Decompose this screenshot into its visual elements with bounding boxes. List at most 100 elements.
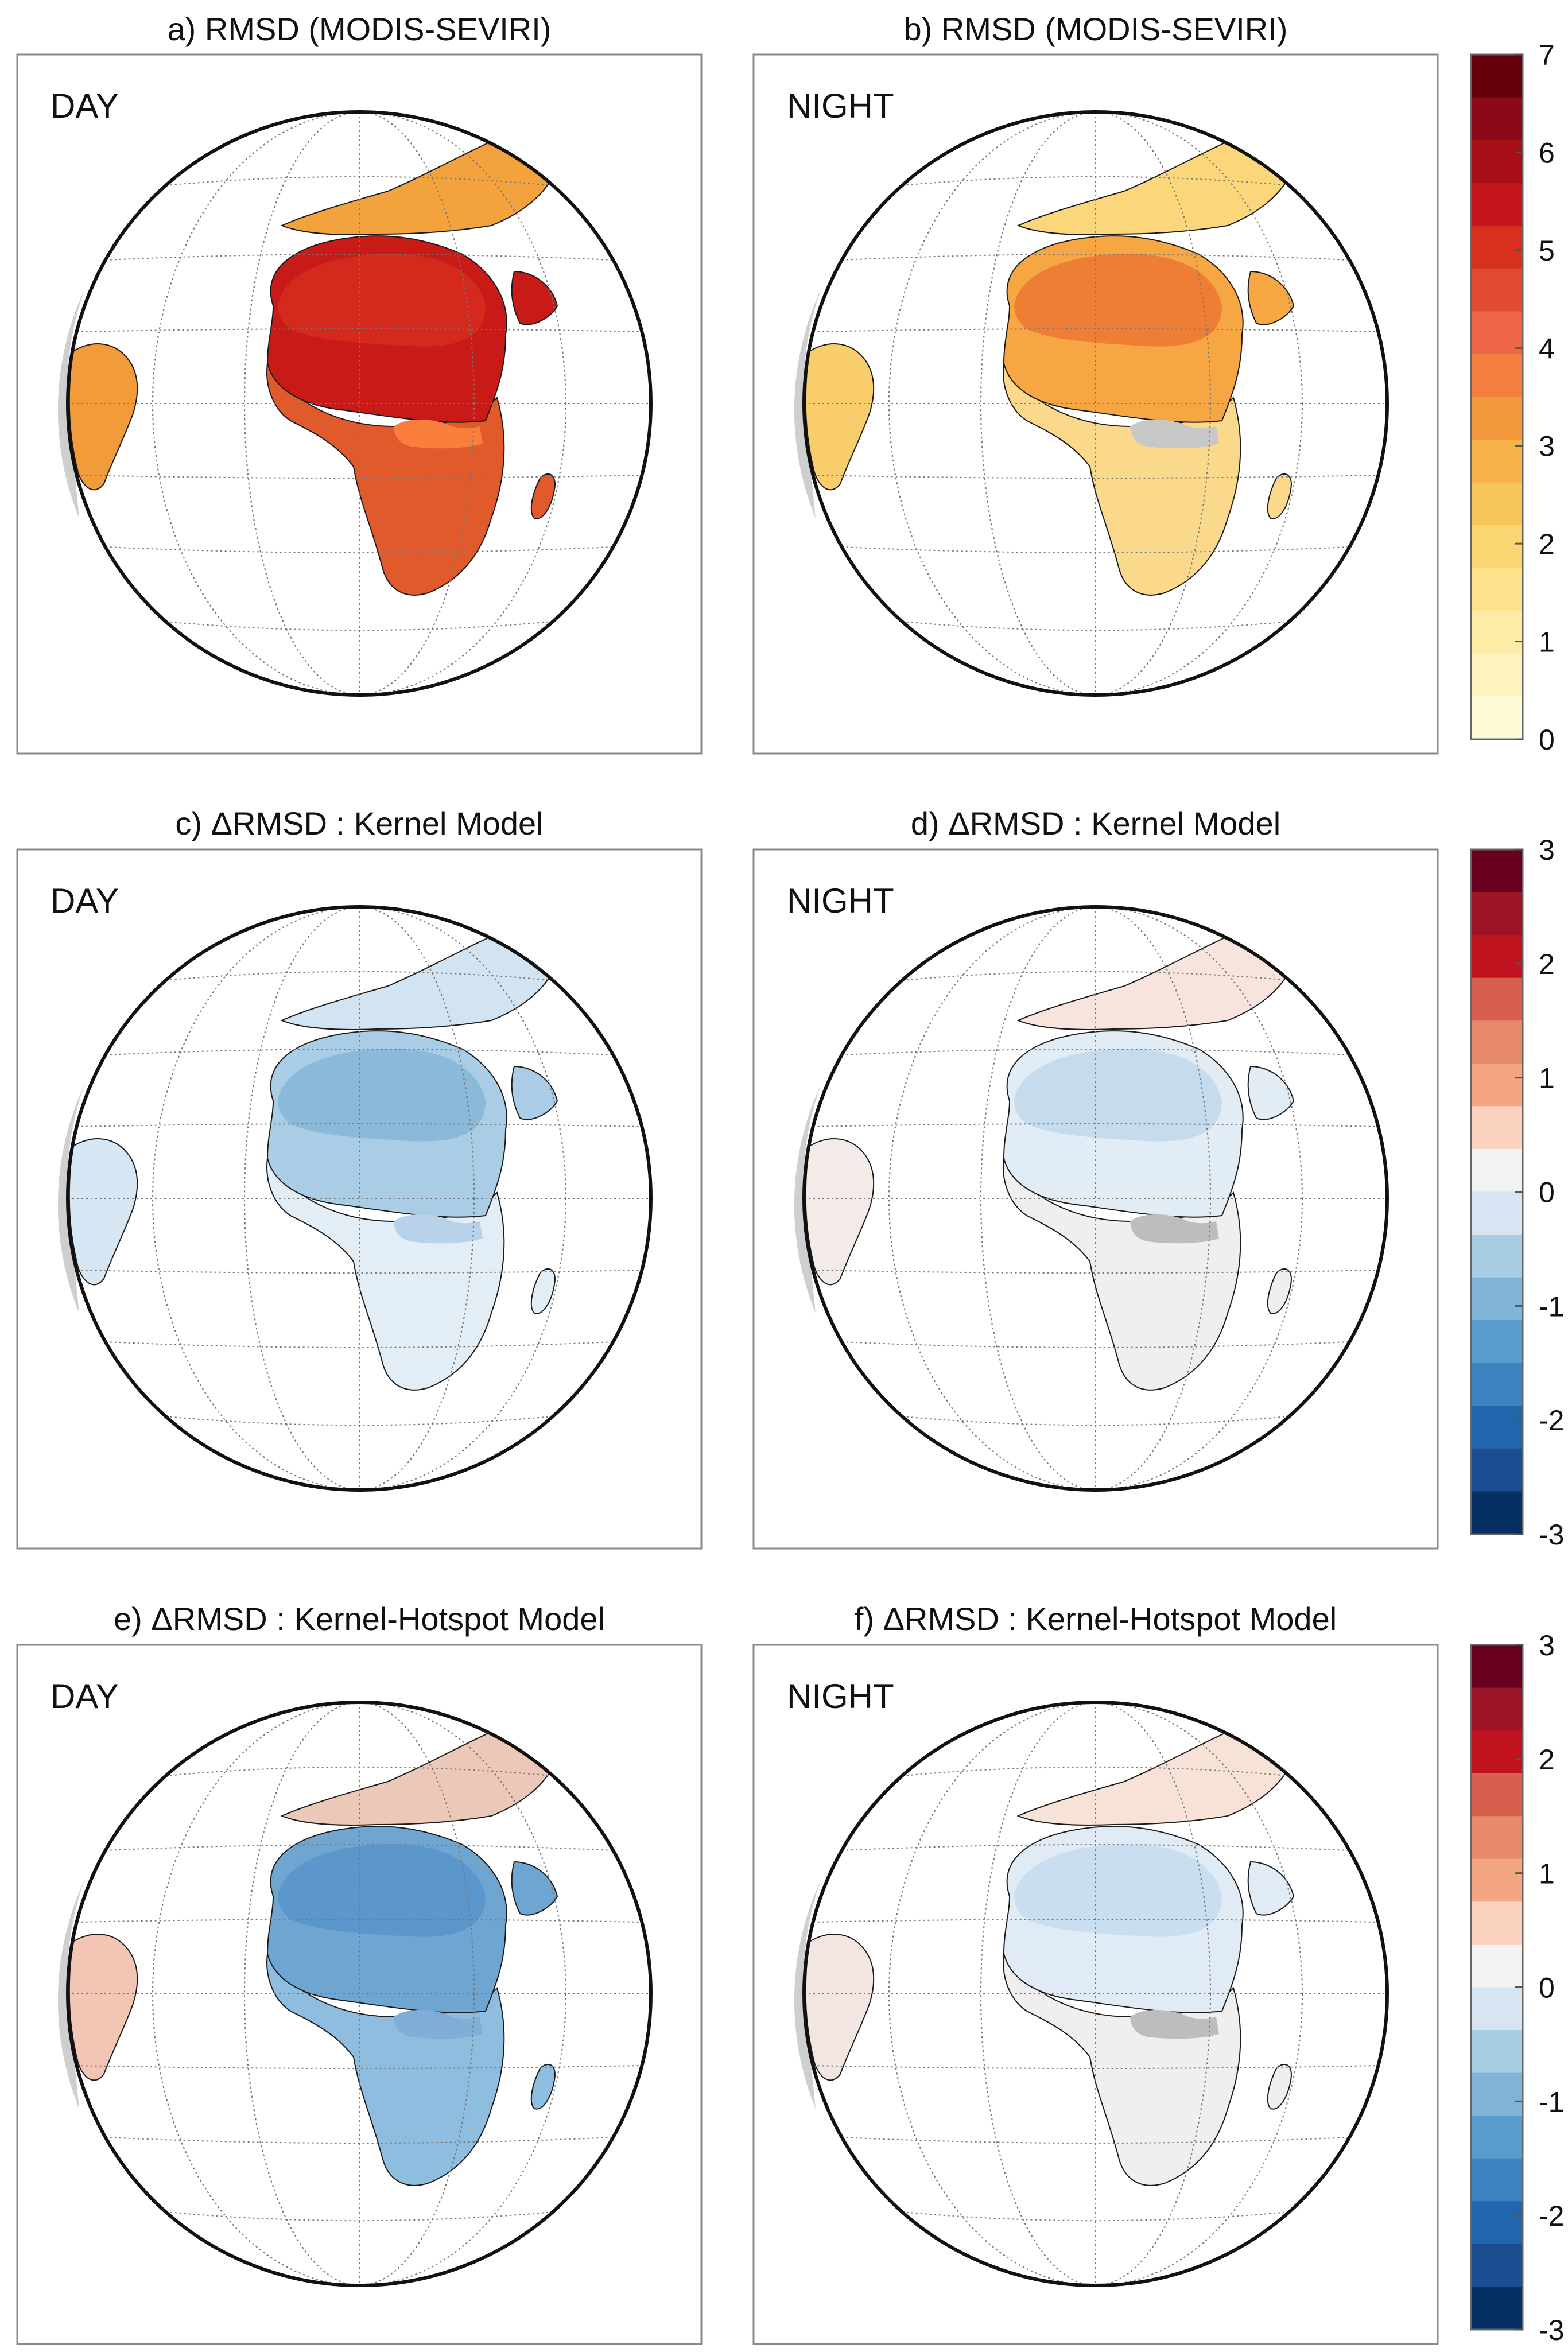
panel-title: e) ΔRMSD : Kernel-Hotspot Model <box>114 1601 605 1637</box>
meridian <box>152 1702 566 2285</box>
panel-label: DAY <box>51 1677 119 1716</box>
meridian <box>244 1702 475 2285</box>
meridian <box>980 1702 1211 2285</box>
land-layer <box>68 133 558 596</box>
land-madagascar <box>1267 1268 1292 1314</box>
land-america <box>805 343 875 491</box>
parallel <box>165 1766 553 1776</box>
colorbar-tick-label: 0 <box>1539 1972 1555 2004</box>
colorbar-tick-label: -1 <box>1539 1290 1564 1322</box>
parallel <box>165 621 553 631</box>
globe-outline <box>66 905 653 1492</box>
graticule <box>804 112 1387 695</box>
colorbar-segment <box>1471 140 1523 184</box>
panel-title: f) ΔRMSD : Kernel-Hotspot Model <box>855 1601 1337 1637</box>
parallel <box>902 176 1290 186</box>
land-america <box>68 343 138 491</box>
colorbar-tick-label: -2 <box>1539 1404 1564 1437</box>
colorbar-segment <box>1471 2072 1523 2116</box>
globe-map-e <box>57 1701 653 2287</box>
colorbar-segment <box>1471 1020 1523 1064</box>
land-arabia <box>1247 1065 1295 1120</box>
land-gap <box>1130 1214 1219 1244</box>
colorbar-segment <box>1471 849 1523 893</box>
land-arabia <box>1247 270 1295 325</box>
colorbar-segment <box>1471 1406 1523 1449</box>
parallel <box>76 328 642 332</box>
land-madagascar <box>1267 2063 1292 2110</box>
colorbar-segment <box>1471 1191 1523 1235</box>
colorbar-segment <box>1471 935 1523 979</box>
parallel <box>105 1844 614 1851</box>
land-sahara <box>278 1049 486 1142</box>
colorbar-tick-label: 1 <box>1539 626 1555 658</box>
colorbar-tick-label: -2 <box>1539 2200 1564 2232</box>
colorbar-segment <box>1471 568 1523 611</box>
meridian <box>888 112 1303 695</box>
land-sahara <box>278 1844 486 1937</box>
limb-shade-left <box>57 1879 85 2109</box>
colorbar-frame <box>1470 53 1524 740</box>
colorbar-segment <box>1471 525 1523 569</box>
parallel <box>76 1270 642 1274</box>
globe-map-d <box>794 905 1389 1492</box>
meridian <box>980 907 1211 1490</box>
parallel <box>841 254 1350 261</box>
colorbar-segment <box>1471 1148 1523 1193</box>
parallel <box>165 176 553 186</box>
colorbar-segment <box>1471 1063 1523 1107</box>
land-arabia <box>1247 1861 1295 1916</box>
colorbar-tick-label: 1 <box>1539 1858 1555 1890</box>
colorbar-delta: 3 2 1 0 -1 -2 -3 <box>1470 1629 1564 2346</box>
colorbar-tick-label: 7 <box>1539 39 1555 71</box>
colorbar-tick-label: 6 <box>1539 137 1555 169</box>
parallel <box>902 621 1290 631</box>
colorbar-segment <box>1471 55 1523 98</box>
colorbar-segment <box>1471 354 1523 398</box>
colorbar-segment <box>1471 2116 1523 2159</box>
meridian <box>244 112 475 695</box>
land-arabia <box>511 1861 558 1916</box>
colorbar-segment <box>1471 2158 1523 2202</box>
colorbar-segment <box>1471 892 1523 936</box>
graticule <box>804 907 1387 1490</box>
colorbar-segment <box>1471 183 1523 226</box>
meridian <box>152 907 566 1490</box>
parallel <box>105 254 614 261</box>
land-gap <box>1130 2010 1219 2039</box>
parallel <box>105 1049 614 1055</box>
parallel <box>813 475 1379 479</box>
colorbar-tick-label: 0 <box>1539 1177 1555 1209</box>
parallel <box>76 1919 642 1923</box>
parallel <box>165 971 553 981</box>
land-madagascar <box>530 473 556 519</box>
meridian <box>888 907 1303 1490</box>
parallel <box>105 2137 614 2144</box>
colorbar-tick-label: -3 <box>1539 2314 1564 2346</box>
colorbar-tick-label: 3 <box>1539 430 1555 463</box>
colorbar-segment <box>1471 611 1523 654</box>
parallel <box>165 2211 553 2222</box>
limb-shade-left <box>57 1084 85 1313</box>
colorbar-tick-label: 2 <box>1539 1744 1555 1776</box>
land-madagascar <box>530 2063 556 2110</box>
colorbar-segment <box>1471 2244 1523 2288</box>
parallel <box>841 1844 1350 1851</box>
globe-outline <box>802 905 1389 1492</box>
parallel <box>813 328 1379 332</box>
globe-map-f <box>794 1701 1389 2287</box>
globe-outline <box>66 1701 653 2287</box>
parallel <box>76 1123 642 1127</box>
colorbar-tick-label: -1 <box>1539 2086 1564 2118</box>
colorbar-segment <box>1471 226 1523 269</box>
graticule <box>68 112 651 695</box>
colorbar-segment <box>1471 696 1523 740</box>
meridian <box>244 907 475 1490</box>
parallel <box>105 546 614 553</box>
graticule <box>68 907 651 1490</box>
parallel <box>813 2065 1379 2069</box>
meridian <box>888 1702 1303 2285</box>
colorbar-delta: 3 2 1 0 -1 -2 -3 <box>1470 834 1564 1551</box>
land-gap <box>394 420 483 449</box>
